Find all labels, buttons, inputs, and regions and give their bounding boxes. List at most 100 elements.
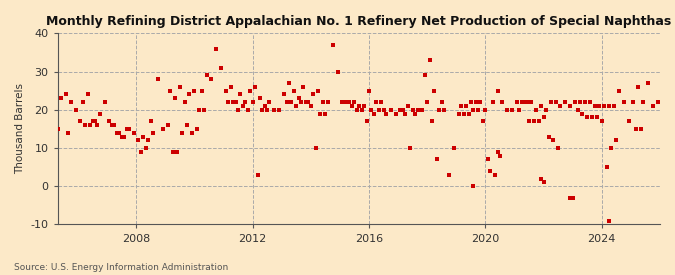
Point — [424, 58, 435, 62]
Point — [533, 119, 544, 123]
Point — [95, 111, 105, 116]
Point — [114, 131, 125, 135]
Point — [80, 123, 90, 127]
Point — [240, 100, 250, 104]
Point — [589, 104, 600, 108]
Point — [652, 100, 663, 104]
Point — [182, 123, 192, 127]
Point — [587, 115, 597, 120]
Point — [536, 176, 547, 181]
Point — [293, 96, 304, 101]
Point — [512, 100, 522, 104]
Point — [376, 100, 387, 104]
Point — [439, 108, 450, 112]
Point — [111, 131, 122, 135]
Point — [85, 123, 96, 127]
Point — [543, 134, 554, 139]
Point — [390, 111, 401, 116]
Point — [256, 108, 267, 112]
Point — [284, 81, 294, 85]
Point — [603, 218, 614, 223]
Point — [609, 104, 620, 108]
Point — [545, 100, 556, 104]
Point — [529, 119, 539, 123]
Point — [89, 119, 100, 123]
Point — [436, 100, 447, 104]
Point — [128, 131, 139, 135]
Point — [310, 146, 321, 150]
Point — [169, 96, 180, 101]
Point — [514, 108, 525, 112]
Point — [584, 100, 595, 104]
Point — [599, 104, 610, 108]
Point — [492, 89, 503, 93]
Point — [354, 104, 364, 108]
Point — [466, 100, 477, 104]
Point — [449, 146, 460, 150]
Point — [70, 108, 81, 112]
Point — [502, 108, 512, 112]
Point — [395, 108, 406, 112]
Point — [143, 138, 154, 142]
Point — [427, 119, 437, 123]
Point — [400, 111, 411, 116]
Point — [591, 115, 602, 120]
Point — [472, 108, 483, 112]
Point — [594, 104, 605, 108]
Point — [405, 146, 416, 150]
Point — [647, 104, 658, 108]
Point — [410, 111, 421, 116]
Point — [337, 100, 348, 104]
Point — [245, 89, 256, 93]
Point — [419, 73, 430, 78]
Point — [140, 146, 151, 150]
Point — [614, 89, 624, 93]
Point — [119, 134, 130, 139]
Point — [269, 108, 280, 112]
Point — [487, 100, 498, 104]
Point — [46, 119, 57, 123]
Point — [177, 131, 188, 135]
Point — [51, 100, 61, 104]
Point — [162, 123, 173, 127]
Point — [167, 150, 178, 154]
Point — [145, 119, 156, 123]
Point — [344, 100, 355, 104]
Point — [225, 85, 236, 89]
Point — [468, 108, 479, 112]
Point — [352, 108, 362, 112]
Point — [485, 169, 495, 173]
Point — [611, 138, 622, 142]
Point — [121, 127, 132, 131]
Point — [315, 111, 326, 116]
Point — [230, 100, 241, 104]
Point — [524, 119, 535, 123]
Point — [198, 108, 209, 112]
Point — [422, 100, 433, 104]
Point — [565, 196, 576, 200]
Point — [99, 100, 110, 104]
Point — [443, 173, 454, 177]
Point — [456, 104, 466, 108]
Point — [308, 92, 319, 97]
Point — [434, 108, 445, 112]
Point — [572, 108, 583, 112]
Point — [497, 100, 508, 104]
Point — [603, 104, 614, 108]
Point — [560, 100, 571, 104]
Point — [460, 104, 471, 108]
Point — [53, 127, 64, 131]
Point — [516, 100, 527, 104]
Point — [623, 119, 634, 123]
Text: Source: U.S. Energy Information Administration: Source: U.S. Energy Information Administ… — [14, 263, 227, 272]
Point — [518, 100, 529, 104]
Point — [582, 115, 593, 120]
Point — [227, 100, 238, 104]
Point — [643, 81, 653, 85]
Point — [75, 119, 86, 123]
Title: Monthly Refining District Appalachian No. 1 Refinery Net Production of Special N: Monthly Refining District Appalachian No… — [46, 15, 672, 28]
Point — [601, 165, 612, 169]
Point — [478, 119, 489, 123]
Point — [65, 100, 76, 104]
Point — [414, 108, 425, 112]
